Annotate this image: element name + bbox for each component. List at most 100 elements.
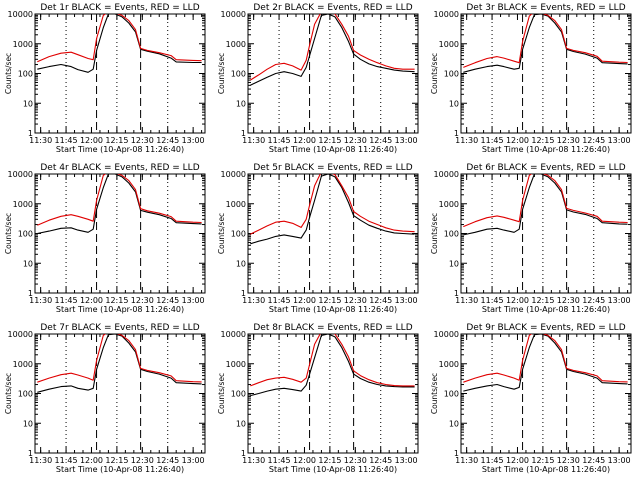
y-tick-label: 1000 <box>439 40 459 49</box>
y-axis-label: Counts/sec <box>4 373 13 414</box>
y-axis-label: Counts/sec <box>217 213 226 254</box>
x-tick-label: 11:45 <box>55 296 78 305</box>
plot-frame <box>460 333 632 454</box>
y-tick-label: 1 <box>454 129 459 138</box>
x-tick-label: 12:45 <box>369 136 392 145</box>
y-tick-label: 1 <box>241 129 246 138</box>
plot-frame <box>34 333 206 454</box>
data-lines <box>250 334 415 397</box>
events-series-line <box>463 14 628 73</box>
y-tick-label: 10000 <box>221 10 246 19</box>
x-tick-label: 11:30 <box>242 456 265 465</box>
x-tick-label: 12:30 <box>131 296 154 305</box>
chart-title: Det 8r BLACK = Events, RED = LLD <box>253 323 412 333</box>
chart-title: Det 2r BLACK = Events, RED = LLD <box>253 3 412 13</box>
chart-panel: Det 7r BLACK = Events, RED = LLD 1 10 100 10… <box>4 323 206 474</box>
x-tick-label: 12:45 <box>582 136 605 145</box>
x-tick-label: 12:30 <box>344 296 367 305</box>
x-tick-label: 11:30 <box>29 456 52 465</box>
x-tick-label: 12:00 <box>293 456 316 465</box>
data-lines <box>250 174 415 245</box>
y-tick-label: 10000 <box>8 10 33 19</box>
y-tick-label: 1 <box>28 289 33 298</box>
y-tick-label: 1000 <box>439 200 459 209</box>
chart-panel: Det 5r BLACK = Events, RED = LLD 1 10 100 10… <box>217 163 419 314</box>
data-lines <box>37 174 202 235</box>
x-tick-label: 13:00 <box>608 456 631 465</box>
y-tick-label: 100 <box>231 230 246 239</box>
y-tick-label: 10000 <box>434 10 459 19</box>
x-tick-label: 12:15 <box>105 136 128 145</box>
chart-panel: Det 8r BLACK = Events, RED = LLD 1 10 100 10… <box>217 323 419 474</box>
lld-series-line <box>37 14 202 63</box>
y-tick-label: 100 <box>18 390 33 399</box>
x-tick-label: 12:15 <box>318 456 341 465</box>
plot-frame <box>34 13 206 134</box>
data-lines <box>37 334 202 393</box>
y-tick-label: 100 <box>231 390 246 399</box>
x-tick-label: 12:00 <box>80 296 103 305</box>
plot-frame <box>247 333 419 454</box>
chart-title: Det 7r BLACK = Events, RED = LLD <box>40 323 199 333</box>
x-tick-label: 11:45 <box>481 456 504 465</box>
y-axis-label: Counts/sec <box>4 53 13 94</box>
y-tick-label: 10 <box>236 419 246 428</box>
y-tick-label: 1 <box>454 449 459 458</box>
x-tick-label: 11:45 <box>268 136 291 145</box>
lld-series-line <box>37 174 202 226</box>
x-tick-label: 13:00 <box>395 136 418 145</box>
x-tick-label: 12:45 <box>582 296 605 305</box>
y-tick-label: 1 <box>241 449 246 458</box>
events-series-line <box>250 174 415 245</box>
data-lines <box>463 174 628 236</box>
y-tick-label: 10000 <box>8 170 33 179</box>
y-tick-label: 1000 <box>13 360 33 369</box>
y-tick-label: 1 <box>454 289 459 298</box>
x-tick-label: 13:00 <box>395 296 418 305</box>
plot-frame <box>247 173 419 294</box>
chart-title: Det 1r BLACK = Events, RED = LLD <box>40 3 199 13</box>
y-tick-label: 1 <box>28 449 33 458</box>
x-axis-label: Start Time (10-Apr-08 11:26:40) <box>482 305 610 314</box>
y-axis-label: Counts/sec <box>430 373 439 414</box>
x-tick-label: 12:00 <box>506 456 529 465</box>
x-tick-label: 13:00 <box>182 296 205 305</box>
x-tick-label: 12:15 <box>318 136 341 145</box>
data-lines <box>250 14 415 86</box>
chart-panel: Det 3r BLACK = Events, RED = LLD 1 10 100 10… <box>430 3 632 154</box>
x-tick-label: 11:45 <box>481 296 504 305</box>
events-series-line <box>37 14 202 73</box>
x-axis-label: Start Time (10-Apr-08 11:26:40) <box>482 145 610 154</box>
events-series-line <box>250 334 415 397</box>
plot-frame <box>34 173 206 294</box>
y-tick-label: 100 <box>444 230 459 239</box>
y-tick-label: 10 <box>236 259 246 268</box>
x-tick-label: 11:30 <box>455 296 478 305</box>
events-series-line <box>250 14 415 86</box>
y-tick-label: 10000 <box>434 330 459 339</box>
x-axis-label: Start Time (10-Apr-08 11:26:40) <box>56 145 184 154</box>
lld-series-line <box>463 174 628 228</box>
events-series-line <box>463 174 628 236</box>
y-tick-label: 1000 <box>13 200 33 209</box>
chart-title: Det 6r BLACK = Events, RED = LLD <box>466 163 625 173</box>
x-axis-label: Start Time (10-Apr-08 11:26:40) <box>269 465 397 474</box>
x-axis-label: Start Time (10-Apr-08 11:26:40) <box>482 465 610 474</box>
chart-title: Det 3r BLACK = Events, RED = LLD <box>466 3 625 13</box>
lld-series-line <box>250 14 415 81</box>
x-tick-label: 12:30 <box>557 136 580 145</box>
x-axis-label: Start Time (10-Apr-08 11:26:40) <box>56 305 184 314</box>
x-tick-label: 12:15 <box>318 296 341 305</box>
y-tick-label: 10 <box>23 419 33 428</box>
x-tick-label: 12:30 <box>557 296 580 305</box>
y-tick-label: 10 <box>23 99 33 108</box>
x-tick-label: 12:00 <box>293 136 316 145</box>
x-tick-label: 12:00 <box>80 456 103 465</box>
x-tick-label: 11:30 <box>29 136 52 145</box>
x-tick-label: 12:30 <box>557 456 580 465</box>
events-series-line <box>37 174 202 235</box>
chart-panel: Det 9r BLACK = Events, RED = LLD 1 10 100 10… <box>430 323 632 474</box>
x-tick-label: 12:30 <box>131 136 154 145</box>
y-tick-label: 1000 <box>226 40 246 49</box>
x-tick-label: 11:45 <box>268 456 291 465</box>
